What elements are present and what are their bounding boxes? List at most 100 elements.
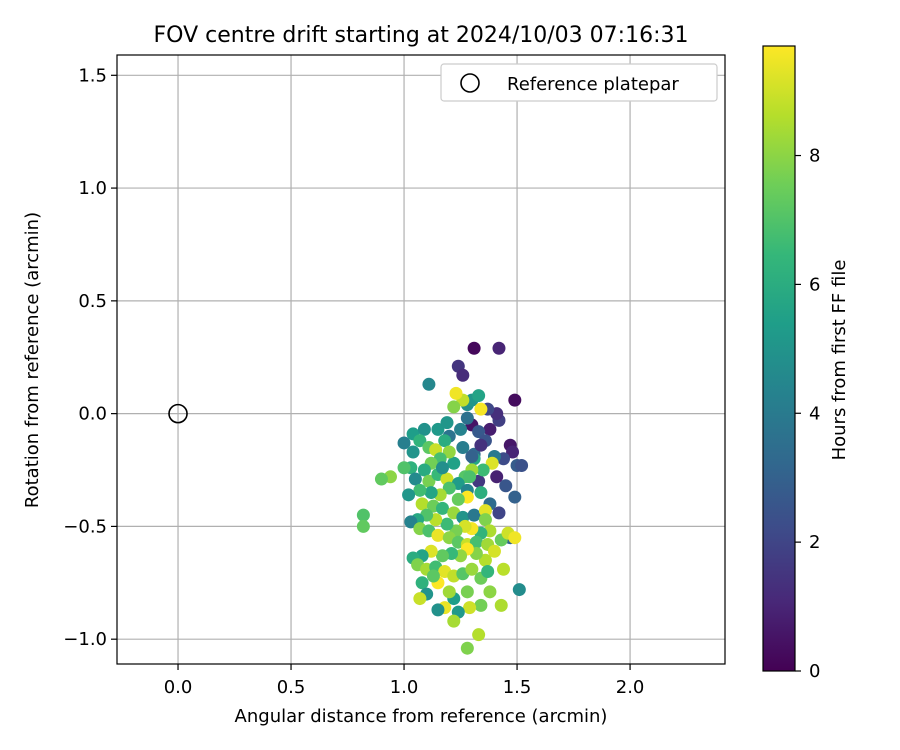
scatter-point xyxy=(463,601,477,615)
scatter-point xyxy=(440,416,454,430)
scatter-point xyxy=(465,449,479,463)
colorbar xyxy=(762,45,796,672)
scatter-point xyxy=(496,562,510,576)
scatter-point xyxy=(449,386,463,400)
scatter-point xyxy=(483,422,497,436)
scatter-point xyxy=(431,603,445,617)
scatter-point xyxy=(474,402,488,416)
scatter-point xyxy=(478,504,492,518)
colorbar-tick-label: 4 xyxy=(809,403,820,424)
scatter-point xyxy=(508,531,522,545)
scatter-point xyxy=(474,598,488,612)
scatter-point xyxy=(487,544,501,558)
scatter-point xyxy=(413,434,427,448)
scatter-point xyxy=(472,389,486,403)
scatter-point xyxy=(417,422,431,436)
scatter-point xyxy=(512,583,526,597)
plot-frame xyxy=(116,54,726,665)
data-points xyxy=(356,341,529,655)
y-axis-label: Rotation from reference (arcmin) xyxy=(22,212,43,508)
scatter-point xyxy=(478,513,492,527)
scatter-point xyxy=(481,565,495,579)
scatter-point xyxy=(404,515,418,529)
scatter-point xyxy=(406,445,420,459)
scatter-point xyxy=(413,592,427,606)
scatter-point xyxy=(515,459,529,473)
y-axis-ticks: −1.0 −0.5 0.0 0.5 1.0 1.5 xyxy=(63,65,117,650)
x-tick-label: 1.5 xyxy=(503,677,532,698)
y-tick-label: 1.5 xyxy=(78,65,107,86)
scatter-point xyxy=(408,472,422,486)
scatter-point xyxy=(374,472,388,486)
scatter-point xyxy=(447,456,461,470)
scatter-point xyxy=(426,569,440,583)
reference-platepar-marker xyxy=(168,403,188,424)
scatter-point xyxy=(397,461,411,475)
y-tick-label: 0.5 xyxy=(78,291,107,312)
scatter-point xyxy=(451,492,465,506)
scatter-point xyxy=(431,528,445,542)
scatter-point xyxy=(492,341,506,355)
scatter-point xyxy=(476,463,490,477)
scatter-point xyxy=(508,393,522,407)
x-axis-label: Angular distance from reference (arcmin) xyxy=(235,706,608,727)
scatter-point xyxy=(438,434,452,448)
scatter-point xyxy=(469,535,483,549)
scatter-point xyxy=(460,585,474,599)
scatter-point xyxy=(417,463,431,477)
scatter-point xyxy=(356,508,370,522)
legend-box xyxy=(440,63,718,102)
scatter-point xyxy=(447,614,461,628)
colorbar-tick-label: 8 xyxy=(809,146,820,167)
scatter-point xyxy=(447,400,461,414)
y-tick-label: −1.0 xyxy=(63,629,107,650)
x-tick-label: 1.0 xyxy=(390,677,419,698)
legend-label: Reference platepar xyxy=(507,74,679,95)
scatter-point xyxy=(485,456,499,470)
scatter-point xyxy=(499,479,513,493)
scatter-point xyxy=(442,585,456,599)
scatter-point xyxy=(356,519,370,533)
scatter-point xyxy=(465,562,479,576)
scatter-point xyxy=(431,422,445,436)
scatter-point xyxy=(413,483,427,497)
x-tick-label: 0.5 xyxy=(277,677,306,698)
scatter-point xyxy=(440,517,454,531)
scatter-point xyxy=(456,440,470,454)
colorbar-label: Hours from first FF file xyxy=(829,260,850,461)
legend: Reference platepar xyxy=(440,63,718,102)
scatter-point xyxy=(422,474,436,488)
colorbar-tick-label: 2 xyxy=(809,532,820,553)
scatter-point xyxy=(463,470,477,484)
scatter-point xyxy=(454,422,468,436)
grid-lines xyxy=(117,55,725,664)
legend-marker-open-circle xyxy=(460,73,480,93)
scatter-point xyxy=(483,585,497,599)
scatter-point xyxy=(442,445,456,459)
y-tick-label: −0.5 xyxy=(63,516,107,537)
scatter-point xyxy=(456,368,470,382)
scatter-point xyxy=(422,377,436,391)
chart-title: FOV centre drift starting at 2024/10/03 … xyxy=(154,23,689,48)
scatter-point xyxy=(415,576,429,590)
y-tick-label: 1.0 xyxy=(78,178,107,199)
scatter-point xyxy=(435,461,449,475)
scatter-point xyxy=(472,628,486,642)
scatter-point xyxy=(397,436,411,450)
scatter-point xyxy=(474,486,488,500)
scatter-point xyxy=(424,486,438,500)
scatter-point xyxy=(435,501,449,515)
colorbar-ticks: 0 2 4 6 8 xyxy=(795,146,820,682)
scatter-point xyxy=(478,553,492,567)
scatter-point xyxy=(467,341,481,355)
scatter-point xyxy=(508,490,522,504)
scatter-point xyxy=(494,598,508,612)
scatter-point xyxy=(474,438,488,452)
scatter-point xyxy=(490,470,504,484)
scatter-point xyxy=(492,506,506,520)
scatter-point xyxy=(435,549,449,563)
x-tick-label: 2.0 xyxy=(616,677,645,698)
colorbar-tick-label: 0 xyxy=(809,661,820,682)
colorbar-tick-label: 6 xyxy=(809,274,820,295)
